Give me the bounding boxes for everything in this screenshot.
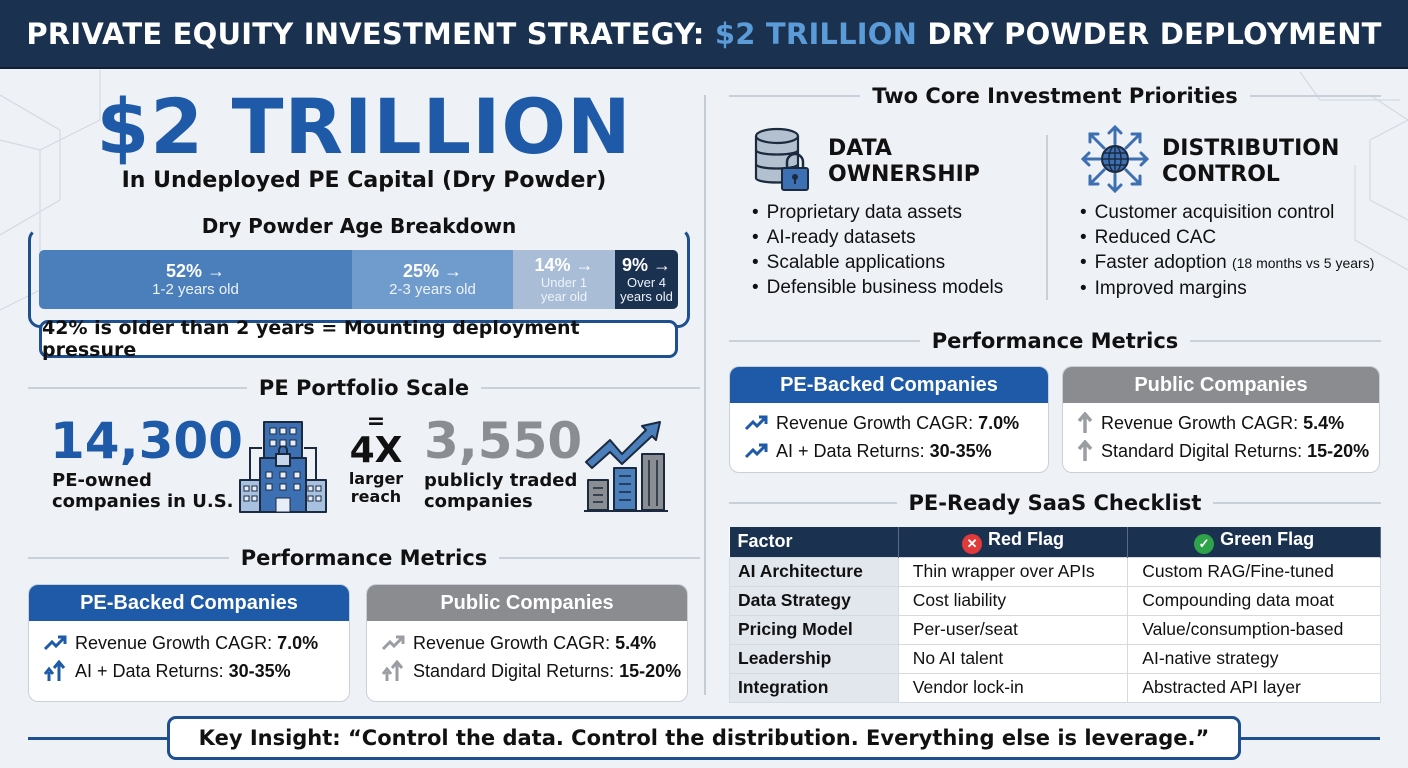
title-accent: $2 TRILLION [714, 16, 918, 51]
card-title: PE-Backed Companies [730, 367, 1048, 403]
pe-backed-card-left: PE-Backed Companies Revenue Growth CAGR:… [28, 584, 350, 702]
deployment-pressure-note: 42% is older than 2 years = Mounting dep… [39, 317, 678, 361]
distribution-control-title: DISTRIBUTION CONTROL [1162, 136, 1340, 187]
growth-chart-icon [584, 421, 668, 512]
arrow-up-icon [1077, 440, 1093, 461]
list-item: Defensible business models [752, 275, 1004, 300]
public-company-count: 3,550 [424, 412, 583, 470]
table-header-row: Factor ✕ Red Flag ✓ Green Flag [729, 527, 1381, 557]
list-item: Faster adoption (18 months vs 5 years) [1080, 250, 1375, 276]
public-card-left: Public Companies Revenue Growth CAGR: 5.… [366, 584, 688, 702]
priorities-divider [1046, 135, 1048, 300]
public-company-label: publicly traded companies [424, 470, 578, 512]
public-card-right: Public Companies Revenue Growth CAGR: 5.… [1062, 366, 1380, 473]
card-title: PE-Backed Companies [29, 585, 349, 621]
checklist-heading: PE-Ready SaaS Checklist [729, 491, 1381, 515]
segment-under-1-year: 14% → Under 1 year old [513, 250, 615, 309]
trend-up-icon [43, 635, 67, 651]
metric-row: AI + Data Returns: 30-35% [29, 657, 349, 685]
arrow-up-icon [1077, 412, 1093, 433]
segment-1-2-years: 52% → 1-2 years old [39, 250, 352, 309]
segment-2-3-years: 25% → 2-3 years old [352, 250, 513, 309]
green-check-icon: ✓ [1194, 534, 1215, 555]
pe-owned-count: 14,300 [50, 412, 243, 470]
table-row: Pricing Model Per-user/seat Value/consum… [729, 614, 1381, 645]
page-title: PRIVATE EQUITY INVESTMENT STRATEGY: $2 T… [26, 16, 1382, 51]
red-x-icon: ✕ [962, 534, 983, 555]
saas-checklist-table: Factor ✕ Red Flag ✓ Green Flag AI Architec… [729, 527, 1381, 703]
data-ownership-title: DATA OWNERSHIP [828, 136, 980, 187]
portfolio-scale-heading: PE Portfolio Scale [28, 376, 700, 400]
list-item: Scalable applications [752, 250, 1003, 275]
list-item: AI-ready datasets [752, 225, 1003, 250]
column-header-green-flag: ✓ Green Flag [1127, 527, 1381, 557]
metric-row: Revenue Growth CAGR: 5.4% [1063, 409, 1379, 437]
table-row: Data Strategy Cost liability Compounding… [729, 585, 1381, 616]
table-row: Leadership No AI talent AI-native strate… [729, 643, 1381, 674]
table-row: Integration Vendor lock-in Abstracted AP… [729, 672, 1381, 703]
list-item: Proprietary data assets [752, 200, 1003, 225]
pe-owned-label: PE-owned companies in U.S. [52, 470, 234, 512]
globe-distribution-icon [1080, 124, 1150, 194]
list-item: Reduced CAC [1080, 225, 1374, 250]
hero-subtitle: In Undeployed PE Capital (Dry Powder) [121, 168, 607, 193]
card-title: Public Companies [1063, 367, 1379, 403]
column-header-factor: Factor [729, 527, 899, 557]
metric-row: Revenue Growth CAGR: 7.0% [730, 409, 1048, 437]
table-row: AI Architecture Thin wrapper over APIs C… [729, 556, 1381, 587]
performance-metrics-heading-left: Performance Metrics [28, 546, 701, 570]
metric-row: Standard Digital Returns: 15-20% [367, 657, 687, 685]
metric-row: Standard Digital Returns: 15-20% [1063, 437, 1379, 465]
trend-up-icon [744, 443, 768, 459]
hero-value: $2 TRILLION [96, 82, 632, 171]
distribution-control-list: Customer acquisition control Reduced CAC… [1080, 200, 1375, 301]
list-item: Improved margins [1080, 276, 1374, 301]
double-arrow-up-icon [381, 660, 404, 681]
trend-up-icon [744, 415, 768, 431]
card-title: Public Companies [367, 585, 687, 621]
metric-row: Revenue Growth CAGR: 7.0% [29, 629, 349, 657]
comparison-multiplier: = 4X larger reach [348, 409, 404, 506]
segment-over-4-years: 9% → Over 4 years old [615, 250, 678, 309]
priorities-heading: Two Core Investment Priorities [729, 84, 1382, 108]
dry-powder-title: Dry Powder Age Breakdown [201, 214, 517, 238]
page-header: PRIVATE EQUITY INVESTMENT STRATEGY: $2 T… [0, 0, 1408, 69]
double-arrow-up-icon [43, 660, 66, 681]
list-item: Customer acquisition control [1080, 200, 1374, 225]
metric-row: Revenue Growth CAGR: 5.4% [367, 629, 687, 657]
database-lock-icon [754, 127, 809, 191]
performance-metrics-heading-right: Performance Metrics [729, 329, 1382, 353]
dry-powder-age-bar: 52% → 1-2 years old 25% → 2-3 years old … [39, 250, 678, 309]
trend-up-icon [381, 635, 405, 651]
column-divider [704, 95, 706, 695]
column-header-red-flag: ✕ Red Flag [898, 527, 1129, 557]
pe-backed-card-right: PE-Backed Companies Revenue Growth CAGR:… [729, 366, 1049, 473]
key-insight-banner: Key Insight: “Control the data. Control … [167, 716, 1241, 760]
metric-row: AI + Data Returns: 30-35% [730, 437, 1048, 465]
data-ownership-list: Proprietary data assets AI-ready dataset… [752, 200, 1004, 300]
office-building-icon [239, 421, 327, 513]
